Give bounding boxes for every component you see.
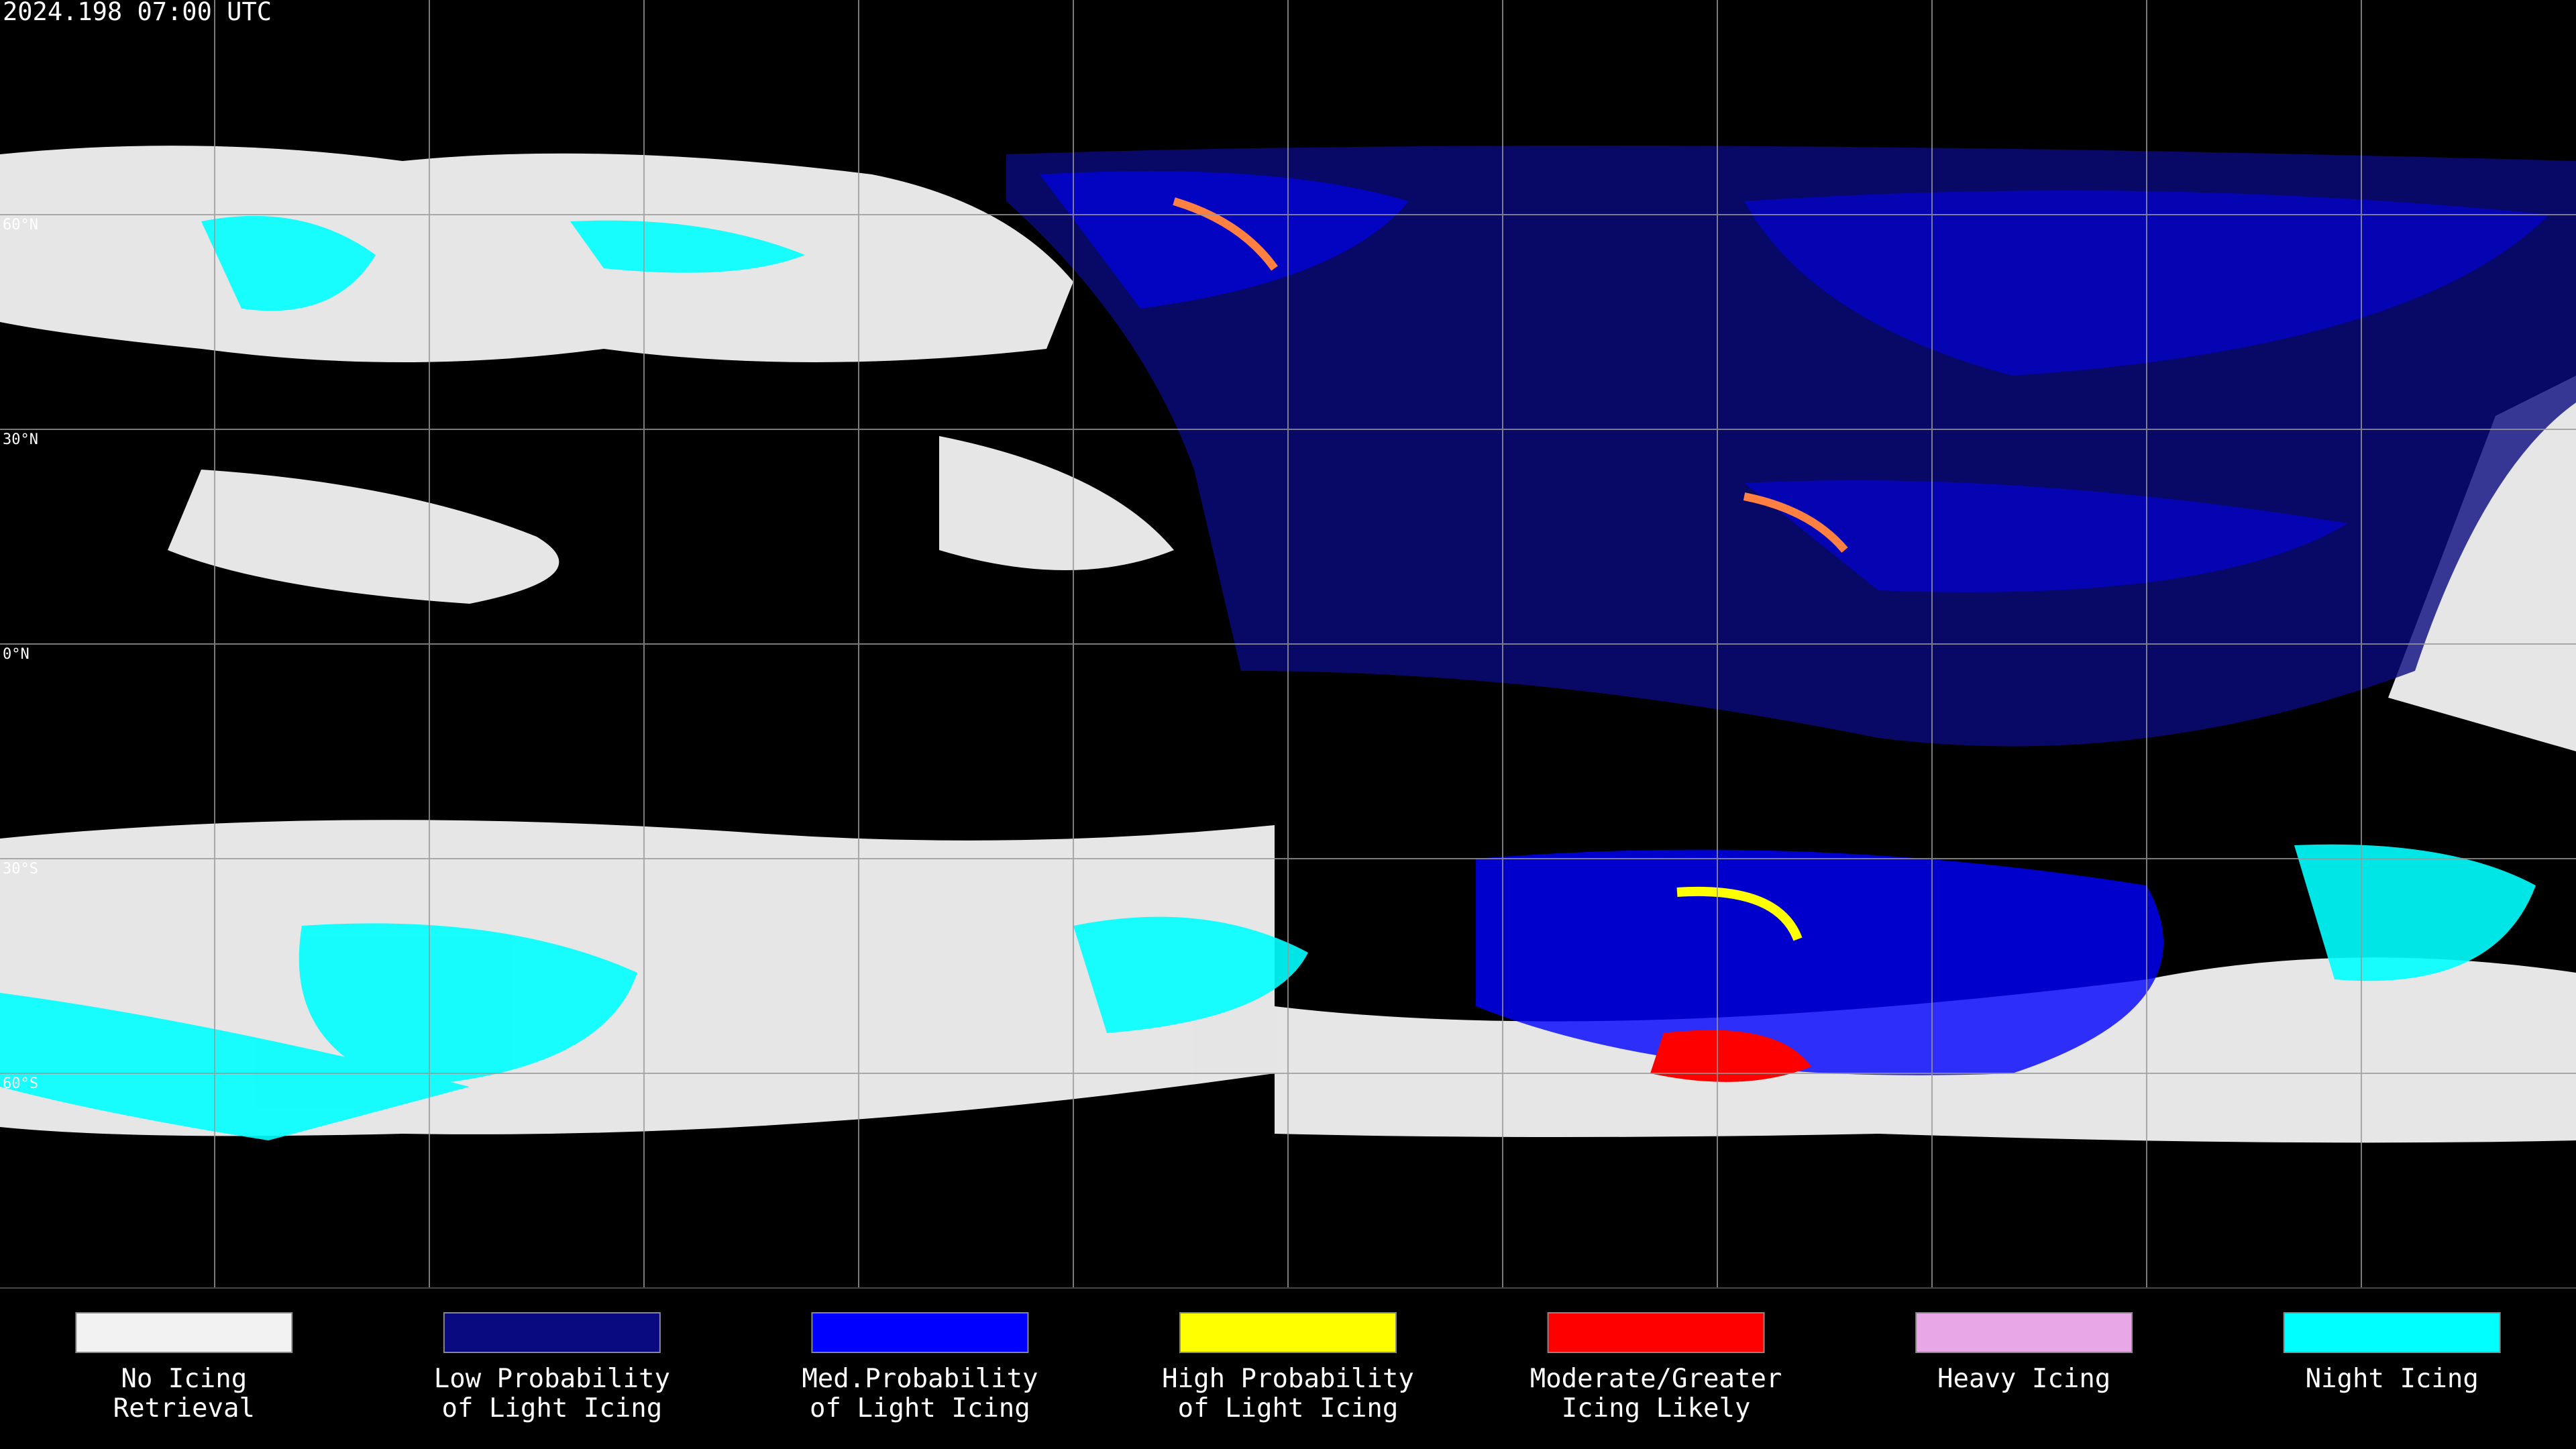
latitude-label: 60°S: [3, 1075, 38, 1092]
legend-swatch: [75, 1312, 293, 1353]
legend-swatch: [2283, 1312, 2501, 1353]
cloud-cyan: [0, 215, 2536, 1140]
map: [0, 0, 2576, 1288]
legend-label: Low Probability: [434, 1364, 670, 1394]
latitude-label: 30°N: [3, 431, 38, 448]
legend-label: Med.Probability: [802, 1364, 1038, 1394]
legend-label: Moderate/Greater: [1530, 1364, 1782, 1394]
legend-swatch: [811, 1312, 1029, 1353]
latitude-labels: 60°N 30°N 0°N 30°S 60°S: [3, 217, 38, 1092]
legend-label: of Light Icing: [810, 1393, 1030, 1424]
legend-label: Night Icing: [2306, 1364, 2479, 1394]
legend-label: Heavy Icing: [1937, 1364, 2110, 1394]
legend-label: Icing Likely: [1562, 1393, 1751, 1424]
legend-swatch: [1179, 1312, 1397, 1353]
legend-label: Retrieval: [113, 1393, 255, 1424]
latitude-label: 60°N: [3, 217, 38, 233]
legend-label: High Probability: [1162, 1364, 1414, 1394]
legend-label: No Icing: [121, 1364, 247, 1394]
timestamp: 2024.198 07:00 UTC: [3, 0, 272, 26]
legend-label: of Light Icing: [441, 1393, 662, 1424]
latitude-label: 0°N: [3, 646, 30, 663]
latitude-label: 30°S: [3, 861, 38, 877]
legend-swatch: [1547, 1312, 1765, 1353]
legend-swatch: [443, 1312, 661, 1353]
graticule: [0, 0, 2576, 1288]
legend-label: of Light Icing: [1178, 1393, 1399, 1424]
icing-eurasia: [1006, 146, 2576, 1082]
legend-swatch: [1915, 1312, 2133, 1353]
